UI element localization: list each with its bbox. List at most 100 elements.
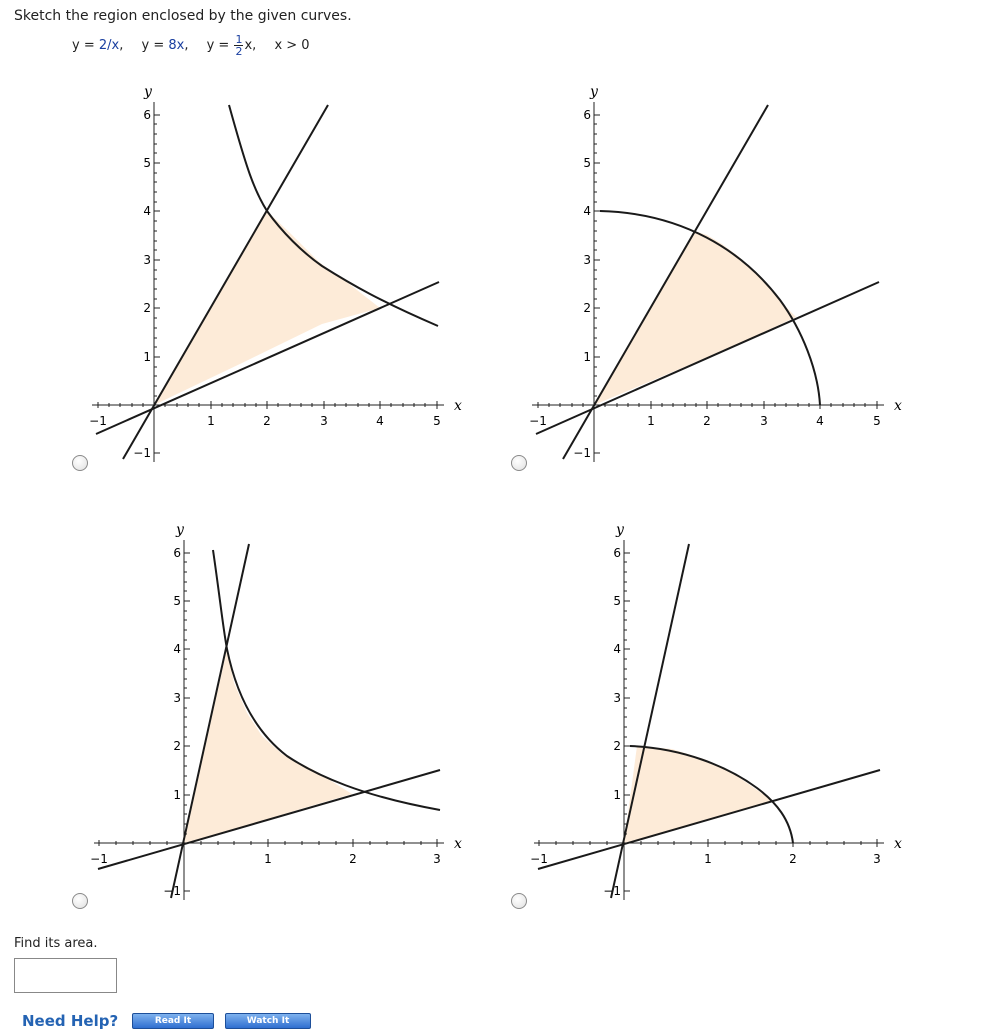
y-tick-label: 5 (613, 594, 621, 608)
y-tick-label: 1 (583, 350, 591, 364)
y-tick-label-neg: −1 (573, 446, 591, 460)
y-tick-label: 2 (613, 739, 621, 753)
x-tick-label-neg: −1 (89, 414, 107, 428)
equation-3: y = 1 2 x, (206, 33, 257, 58)
x-axis-label: x (894, 836, 902, 852)
read-it-button[interactable]: Read It (132, 1013, 214, 1029)
area-prompt: Find its area. (14, 936, 98, 951)
line-y-half-x (537, 769, 881, 870)
line-y-8x (122, 104, 329, 460)
question-prompt: Sketch the region enclosed by the given … (14, 8, 352, 24)
y-tick-label: 4 (613, 642, 621, 656)
x-tick-label: 2 (703, 414, 711, 428)
y-tick-label-neg: −1 (133, 446, 151, 460)
x-tick-label: 3 (433, 852, 441, 866)
graph-c-svg: y x 1 2 3 −1 1 2 3 4 5 6 −1 (90, 522, 462, 900)
x-tick-label: 1 (704, 852, 712, 866)
y-tick-label: 4 (173, 642, 181, 656)
y-tick-label: 3 (143, 253, 151, 267)
y-tick-label: 2 (143, 301, 151, 315)
option-b-radio[interactable] (511, 455, 527, 471)
y-tick-label: 5 (143, 156, 151, 170)
y-axis-label: y (175, 522, 185, 538)
line-y-8x (610, 543, 690, 899)
equation-4: x > 0 (274, 38, 310, 53)
x-tick-label: 1 (647, 414, 655, 428)
y-tick-label: 6 (143, 108, 151, 122)
graph-b-svg: y x 1 2 3 4 5 −1 1 2 3 4 5 6 −1 (529, 84, 902, 462)
y-tick-label: 1 (143, 350, 151, 364)
y-tick-label: 6 (613, 546, 621, 560)
x-tick-label: 1 (207, 414, 215, 428)
y-ticks (594, 114, 600, 454)
y-tick-label: 5 (583, 156, 591, 170)
option-d-radio[interactable] (511, 893, 527, 909)
x-tick-label: 3 (760, 414, 768, 428)
line-y-half-x (535, 281, 880, 435)
y-tick-label-neg: −1 (163, 884, 181, 898)
graph-a-svg: y x 1 2 3 4 5 −1 1 2 3 4 5 6 −1 (89, 84, 462, 462)
area-answer-input[interactable] (14, 958, 117, 993)
x-tick-label: 5 (873, 414, 881, 428)
line-y-half-x (95, 281, 440, 435)
x-tick-label: 3 (873, 852, 881, 866)
x-tick-label: 2 (263, 414, 271, 428)
equations: y = 2/x, y = 8x, y = 1 2 x, x > 0 (72, 34, 324, 57)
x-tick-label: 3 (320, 414, 328, 428)
x-tick-label: 5 (433, 414, 441, 428)
x-ticks (537, 401, 878, 409)
x-tick-label: 4 (816, 414, 824, 428)
y-tick-label-neg: −1 (603, 884, 621, 898)
graph-option-c: y x 1 2 3 −1 1 2 3 4 5 6 −1 (82, 518, 472, 912)
x-tick-label-neg: −1 (90, 852, 108, 866)
x-ticks (98, 839, 438, 847)
curve-y-2-over-x (228, 104, 439, 327)
y-tick-label: 1 (613, 788, 621, 802)
watch-it-button[interactable]: Watch It (225, 1013, 311, 1029)
graph-option-d: y x 1 2 3 −1 1 2 3 4 5 6 −1 (522, 518, 912, 912)
x-tick-label: 1 (264, 852, 272, 866)
y-tick-label: 2 (173, 739, 181, 753)
x-tick-label-neg: −1 (530, 852, 548, 866)
shaded-region (184, 649, 352, 843)
curve-y-2-over-x (212, 549, 441, 811)
x-axis-label: x (454, 398, 462, 414)
y-ticks (154, 114, 160, 454)
equation-2: y = 8x, (141, 38, 189, 53)
y-tick-label: 6 (583, 108, 591, 122)
y-ticks (624, 552, 630, 892)
x-axis-label: x (894, 398, 902, 414)
line-y-half-x (97, 769, 441, 870)
shaded-region (624, 746, 774, 843)
option-c-radio[interactable] (72, 893, 88, 909)
graph-option-b: y x 1 2 3 4 5 −1 1 2 3 4 5 6 −1 (522, 80, 912, 474)
y-tick-label: 2 (583, 301, 591, 315)
y-tick-label: 3 (613, 691, 621, 705)
y-tick-label: 1 (173, 788, 181, 802)
y-axis-label: y (615, 522, 625, 538)
y-tick-label: 3 (173, 691, 181, 705)
x-tick-label-neg: −1 (529, 414, 547, 428)
circle-arc (629, 745, 794, 844)
y-tick-label: 6 (173, 546, 181, 560)
x-tick-label: 2 (789, 852, 797, 866)
x-tick-label: 2 (349, 852, 357, 866)
y-tick-label: 4 (143, 204, 151, 218)
x-axis-label: x (454, 836, 462, 852)
y-axis-label: y (589, 84, 599, 100)
y-axis-label: y (143, 84, 153, 100)
shaded-region (154, 211, 380, 405)
y-tick-label: 5 (173, 594, 181, 608)
option-a-radio[interactable] (72, 455, 88, 471)
x-tick-label: 4 (376, 414, 384, 428)
need-help-label: Need Help? (22, 1012, 119, 1030)
shaded-region (594, 231, 796, 405)
y-tick-label: 3 (583, 253, 591, 267)
circle-arc (599, 210, 821, 406)
y-ticks (184, 552, 190, 892)
graph-option-a: y x 1 2 3 4 5 −1 1 2 3 4 5 6 −1 (82, 80, 472, 474)
equation-1: y = 2/x, (72, 38, 124, 53)
y-tick-label: 4 (583, 204, 591, 218)
line-y-8x (170, 543, 250, 899)
x-ticks (97, 401, 438, 409)
